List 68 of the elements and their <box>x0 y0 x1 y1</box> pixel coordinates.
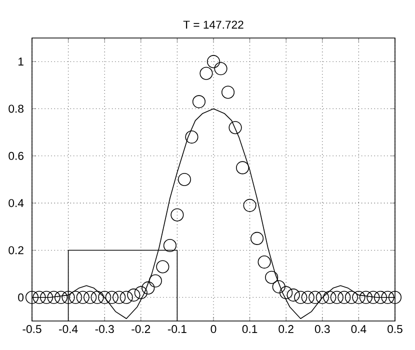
point <box>388 290 402 304</box>
point <box>359 290 372 304</box>
point <box>105 290 118 304</box>
y-tick-label: 0 <box>18 293 24 302</box>
point <box>32 290 46 304</box>
point <box>134 286 148 300</box>
point <box>280 286 293 300</box>
point <box>250 232 264 245</box>
point <box>294 290 308 304</box>
x-tick-label: -0.2 <box>132 325 150 334</box>
point <box>286 288 300 302</box>
y-tick-label: 0.4 <box>8 199 24 208</box>
x-tick-label: 0.5 <box>388 325 402 334</box>
point <box>120 290 133 304</box>
point <box>352 290 366 304</box>
point <box>236 161 250 174</box>
point <box>221 86 235 99</box>
point <box>62 290 75 304</box>
point <box>366 290 380 304</box>
point <box>301 290 314 304</box>
x-tick-label: -0.4 <box>59 325 78 334</box>
point <box>308 290 322 304</box>
point <box>178 172 191 186</box>
x-tick-label: 0.1 <box>242 325 258 334</box>
x-tick-label: 0 <box>210 325 216 334</box>
point <box>112 290 126 304</box>
point <box>25 290 39 304</box>
point <box>185 130 198 144</box>
y-tick-label: 0.8 <box>8 104 24 113</box>
point <box>127 288 140 302</box>
point <box>206 55 220 68</box>
point <box>40 290 54 304</box>
chart-title: T = 147.722 <box>183 20 244 29</box>
point <box>228 121 242 134</box>
point <box>272 280 286 294</box>
point <box>170 208 184 222</box>
point <box>156 260 170 274</box>
point <box>374 290 388 304</box>
point <box>330 290 344 304</box>
x-tick-label: -0.3 <box>95 325 114 334</box>
point <box>47 290 60 304</box>
x-tick-label: -0.1 <box>168 325 186 334</box>
point <box>163 238 176 252</box>
point <box>338 290 351 304</box>
point <box>214 62 228 76</box>
x-tick-label: 0.3 <box>314 325 330 334</box>
y-tick-label: 1 <box>18 58 24 66</box>
point <box>192 95 206 108</box>
point <box>142 281 155 295</box>
point <box>323 290 336 304</box>
point <box>344 290 358 304</box>
x-tick-label: 0.2 <box>278 325 294 334</box>
point <box>148 274 162 288</box>
point <box>265 270 278 284</box>
point <box>98 290 112 304</box>
point <box>90 290 104 304</box>
point <box>84 290 97 304</box>
y-tick-label: 0.6 <box>8 152 24 160</box>
point <box>243 198 256 212</box>
y-tick-label: 0.2 <box>8 246 24 254</box>
point <box>316 290 329 304</box>
point <box>200 66 213 80</box>
point <box>54 290 68 304</box>
x-tick-label: 0.4 <box>351 325 366 334</box>
x-tick-label: -0.5 <box>22 325 42 334</box>
point <box>76 290 90 304</box>
point <box>258 255 271 269</box>
point <box>69 290 82 304</box>
